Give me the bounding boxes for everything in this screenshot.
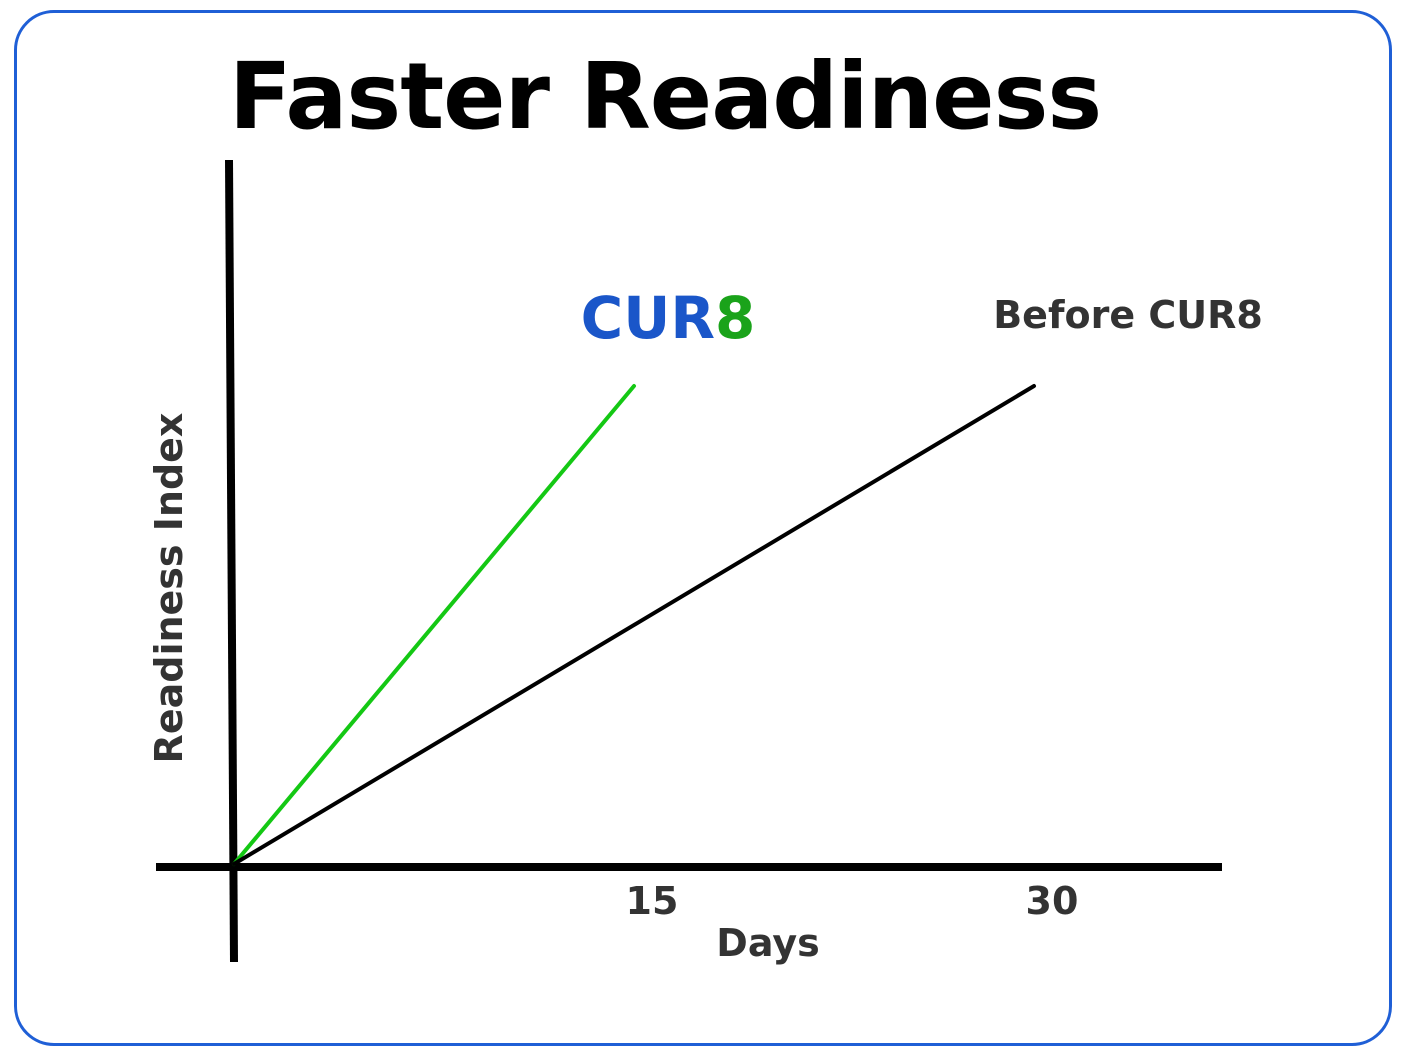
series-label-cur8-letters: CUR — [581, 284, 715, 352]
y-axis-label: Readiness Index — [147, 413, 191, 764]
chart-title: Faster Readiness — [228, 43, 1102, 150]
x-tick-label-15: 15 — [626, 879, 679, 923]
series-line-cur8 — [232, 384, 636, 866]
axes — [156, 159, 1222, 963]
series-lines — [232, 384, 1036, 866]
x-axis-label: Days — [716, 921, 819, 965]
x-tick-label-30: 30 — [1026, 879, 1079, 923]
x-tick-labels: 15 30 — [626, 879, 1079, 923]
series-label-before-cur8: Before CUR8 — [993, 293, 1263, 337]
series-label-cur8-digit: 8 — [715, 284, 755, 352]
series-line-before-cur8 — [232, 384, 1036, 866]
slide-frame — [14, 10, 1392, 1046]
y-axis-line — [225, 159, 238, 963]
series-label-cur8: CUR8 — [581, 284, 756, 352]
